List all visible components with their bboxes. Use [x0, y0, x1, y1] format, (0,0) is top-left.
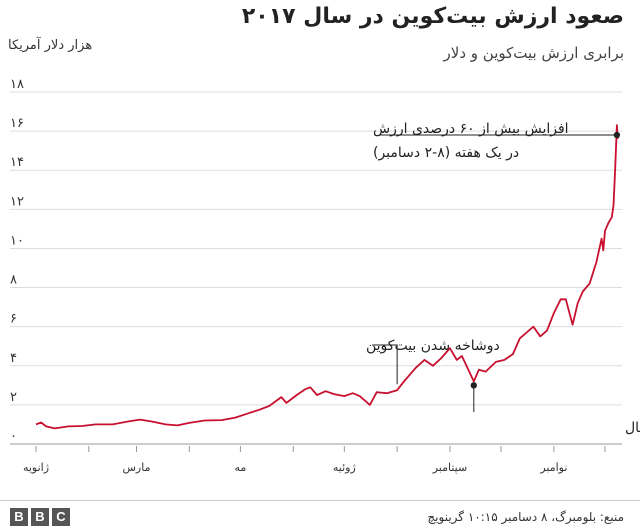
logo-letter-b2: B: [31, 508, 49, 526]
annotation-leader-fork: [372, 344, 398, 385]
y-tick-label-4: ۴: [10, 351, 17, 366]
bbc-logo: B B C: [10, 508, 70, 526]
y-tick-label-14: ۱۴: [10, 155, 24, 170]
annotations: افزایش بیش از ۶۰ درصدی ارزش در یک هفته (۸…: [366, 121, 640, 436]
x-tick-label-0: ژانویه: [23, 461, 49, 474]
logo-letter-b1: B: [10, 508, 28, 526]
series-layer: [35, 124, 619, 430]
x-tick-label-8: سپتامبر: [432, 461, 468, 474]
y-tick-label-18: ۱۸: [10, 77, 24, 92]
chart-subtitle: برابری ارزش بیت‌کوین و دلار: [443, 44, 624, 62]
y-tick-label-2: ۲: [10, 390, 17, 405]
series-line-0: [35, 124, 619, 430]
gridlines: [10, 91, 622, 445]
y-axis-ticks: ۰ ۲ ۴ ۶ ۸ ۱۰ ۱۲ ۱۴ ۱۶ ۱۸: [10, 77, 24, 444]
chart-title: صعود ارزش بیت‌کوین در سال ۲۰۱۷: [241, 4, 624, 29]
x-tick-label-2: مارس: [123, 461, 151, 474]
source-note: منبع: بلومبرگ، ۸ دسامبر ۱۰:۱۵ گرینویچ: [427, 510, 624, 524]
annotation-surge-line-1: در یک هفته (۸-۲ دسامبر): [373, 145, 519, 161]
logo-letter-c: C: [52, 508, 70, 526]
y-tick-label-6: ۶: [10, 312, 17, 327]
x-tick-label-6: ژوئیه: [333, 461, 356, 474]
x-axis-ticks: ژانویه مارس مه ژوئیه سپتامبر نوامبر: [23, 446, 606, 474]
annotation-fork-line-0: دوشاخه شدن بیت‌کوین: [366, 338, 500, 354]
y-tick-label-12: ۱۲: [10, 194, 24, 209]
y-tick-label-8: ۸: [10, 273, 17, 288]
annotation-marker-china: [470, 382, 477, 389]
annotation-surge-line-0: افزایش بیش از ۶۰ درصدی ارزش: [373, 121, 569, 137]
x-tick-label-10: نوامبر: [539, 461, 567, 474]
y-tick-label-10: ۱۰: [10, 233, 24, 248]
y-tick-label-0: ۰: [10, 429, 17, 444]
y-axis-unit-label: هزار دلار آمریکا: [8, 38, 93, 53]
x-tick-label-4: مه: [235, 461, 247, 474]
annotation-marker-surge: [613, 131, 621, 139]
y-tick-label-16: ۱۶: [10, 116, 24, 131]
line-chart: ۰ ۲ ۴ ۶ ۸ ۱۰ ۱۲ ۱۴ ۱۶ ۱۸ ژانویه مارس مه ژوئیه سپتامبر…: [10, 77, 640, 474]
footer-divider: [0, 500, 640, 501]
annotation-china-line-0: مقابله چین با ارزهای دیجیتال: [625, 420, 640, 436]
